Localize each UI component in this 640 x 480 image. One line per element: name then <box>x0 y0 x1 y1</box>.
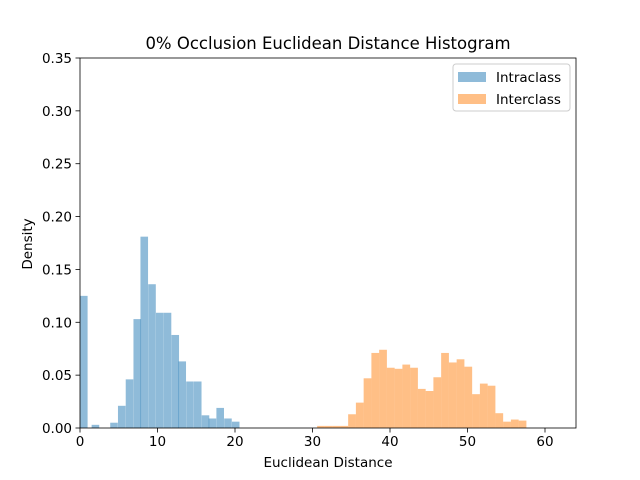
histogram-bar <box>448 362 457 428</box>
histogram-bar <box>171 334 180 428</box>
histogram-bar <box>224 418 232 428</box>
bars-layer <box>80 236 527 428</box>
histogram-bar <box>324 425 333 428</box>
histogram-bar <box>371 352 380 428</box>
histogram-bar <box>433 377 442 428</box>
series-intraclass <box>80 236 240 428</box>
histogram-bar <box>231 421 240 428</box>
x-tick-label: 30 <box>304 434 321 450</box>
y-tick-label: 0.15 <box>42 262 72 278</box>
legend-swatch <box>458 72 486 82</box>
histogram-bar <box>355 402 364 428</box>
histogram-bar <box>487 385 496 428</box>
histogram-bar <box>201 415 210 428</box>
histogram-bar <box>133 319 142 428</box>
y-tick-label: 0.25 <box>42 157 72 173</box>
x-tick-label: 60 <box>536 434 553 450</box>
histogram-bar <box>216 407 224 428</box>
histogram-bar <box>472 394 480 428</box>
histogram-bar <box>386 367 395 428</box>
histogram-bar <box>163 312 172 428</box>
x-tick-label: 20 <box>226 434 243 450</box>
y-tick-label: 0.30 <box>42 104 72 120</box>
histogram-bar <box>332 425 341 428</box>
histogram-bar <box>379 349 387 428</box>
histogram-bar <box>125 379 134 428</box>
y-tick-label: 0.35 <box>42 51 72 67</box>
legend-swatch <box>458 94 486 104</box>
y-tick-label: 0.05 <box>42 368 72 384</box>
histogram-bar <box>317 425 325 428</box>
plot-frame <box>79 57 577 429</box>
histogram-bar <box>117 405 126 428</box>
histogram-bar <box>479 383 488 428</box>
histogram-bar <box>402 364 411 428</box>
y-tick-label: 0.00 <box>42 421 72 437</box>
histogram-bar <box>495 413 504 428</box>
y-tick-label: 0.10 <box>42 315 72 331</box>
histogram-bar <box>110 422 118 428</box>
histogram-bar <box>340 425 349 428</box>
histogram-bar <box>193 381 202 428</box>
histogram-bar <box>178 361 187 428</box>
histogram-bar <box>348 414 356 428</box>
legend-label: Intraclass <box>496 70 561 86</box>
legend: Intraclass Interclass <box>452 63 571 112</box>
histogram-bar <box>91 424 100 428</box>
y-tick-label: 0.20 <box>42 210 72 226</box>
histogram-bar <box>518 420 527 428</box>
histogram-bar <box>394 368 403 428</box>
x-tick-label: 50 <box>459 434 476 450</box>
histogram-bar <box>363 378 372 428</box>
histogram-bar <box>510 419 519 428</box>
histogram-bar <box>148 284 156 428</box>
x-tick-label: 0 <box>76 434 85 450</box>
histogram-bar <box>456 359 465 428</box>
histogram-bar <box>464 366 473 428</box>
x-tick-label: 10 <box>149 434 166 450</box>
histogram-bar <box>186 381 194 428</box>
histogram-bar <box>503 421 511 428</box>
histogram-bar <box>208 418 217 428</box>
chart-title: 0% Occlusion Euclidean Distance Histogra… <box>145 34 510 53</box>
y-axis-label: Density <box>20 218 36 269</box>
histogram-bar <box>417 388 426 428</box>
legend-label: Interclass <box>496 92 561 108</box>
histogram-bar <box>80 295 88 428</box>
axes-layer: 0 10 20 30 40 50 60 0.00 0.05 0.10 0.15 0.20 0.25 0.3… <box>42 51 577 450</box>
histogram-bar <box>140 236 149 428</box>
histogram-bar <box>425 391 434 428</box>
histogram-bar <box>155 312 164 428</box>
x-axis-label: Euclidean Distance <box>263 455 392 471</box>
x-tick-label: 40 <box>381 434 398 450</box>
histogram-bar <box>441 352 449 428</box>
histogram-bar <box>410 367 418 428</box>
series-interclass <box>317 349 527 428</box>
